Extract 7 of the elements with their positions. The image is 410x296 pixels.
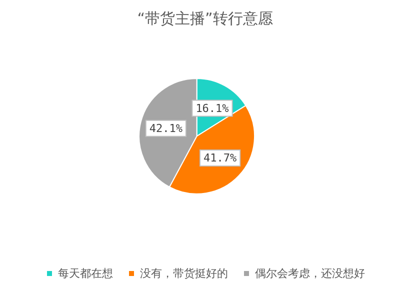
chart-title: “带货主播”转行意愿 xyxy=(137,10,273,28)
data-label: 41.7% xyxy=(203,151,237,164)
legend-label: 没有，带货挺好的 xyxy=(140,267,228,280)
legend-label: 偶尔会考虑，还没想好 xyxy=(255,267,365,280)
data-label: 16.1% xyxy=(196,102,230,115)
legend-label: 每天都在想 xyxy=(58,267,113,280)
data-label: 42.1% xyxy=(149,122,183,135)
